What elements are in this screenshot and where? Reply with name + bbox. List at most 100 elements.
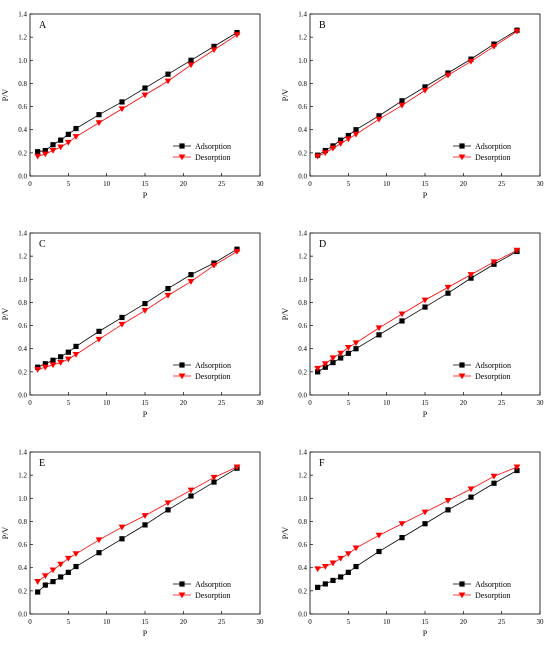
y-tick-label: 0.4 bbox=[298, 345, 307, 353]
desorption-point bbox=[398, 521, 406, 527]
x-tick-label: 15 bbox=[422, 399, 430, 407]
desorption-point bbox=[41, 151, 49, 158]
desorption-point bbox=[421, 509, 429, 516]
adsorption-point bbox=[445, 290, 451, 296]
x-tick-label: 30 bbox=[257, 618, 265, 626]
y-tick-label: 1.2 bbox=[298, 34, 307, 42]
adsorption-point bbox=[50, 142, 56, 148]
adsorption-point bbox=[58, 137, 64, 143]
desorption-point bbox=[321, 150, 329, 157]
desorption-point bbox=[314, 153, 322, 160]
y-axis-label: P/V bbox=[1, 527, 10, 540]
desorption-point bbox=[187, 62, 195, 69]
adsorption-point bbox=[65, 131, 71, 137]
y-tick-label: 1.0 bbox=[18, 276, 27, 284]
x-tick-label: 20 bbox=[460, 399, 468, 407]
x-tick-label: 20 bbox=[180, 399, 188, 407]
adsorption-point bbox=[142, 300, 148, 307]
legend: Adsorption Desorption bbox=[173, 580, 231, 600]
y-tick-label: 1.0 bbox=[298, 57, 307, 65]
adsorption-point bbox=[211, 43, 217, 49]
x-tick-label: 10 bbox=[103, 618, 111, 626]
y-tick-label: 0.8 bbox=[18, 518, 27, 526]
desorption-point bbox=[164, 500, 172, 507]
desorption-point bbox=[34, 579, 42, 585]
x-tick-label: 0 bbox=[308, 618, 312, 626]
panel-label: B bbox=[319, 20, 326, 31]
adsorption-point bbox=[42, 147, 48, 154]
y-tick-label: 0.2 bbox=[18, 587, 27, 595]
x-tick-label: 5 bbox=[67, 399, 71, 407]
y-tick-label: 0.0 bbox=[298, 392, 307, 400]
desorption-point bbox=[34, 366, 42, 373]
adsorption-point bbox=[345, 132, 351, 139]
adsorption-point bbox=[165, 285, 171, 292]
desorption-point bbox=[118, 321, 126, 328]
chart-panel-b: 0 5 10 15 20 25 30 0.0 0.2 0.4 0.6 0.8 1.0 1.2 1.4 P P/V… bbox=[281, 11, 544, 201]
x-tick-label: 20 bbox=[460, 618, 468, 626]
desorption-point bbox=[352, 131, 360, 138]
legend-marker bbox=[458, 592, 466, 599]
y-tick-label: 0.0 bbox=[298, 173, 307, 181]
legend-label: Adsorption bbox=[195, 142, 231, 151]
x-tick-label: 30 bbox=[537, 618, 545, 626]
desorption-point bbox=[72, 551, 80, 558]
plot-frame bbox=[309, 232, 541, 396]
legend-label: Adsorption bbox=[475, 361, 511, 370]
y-tick-label: 0.4 bbox=[298, 564, 307, 572]
chart-panel-a: 0 5 10 15 20 25 30 0.0 0.2 0.4 0.6 0.8 1.0 1.2 1.4 P P/V… bbox=[1, 11, 264, 201]
desorption-point bbox=[72, 351, 80, 358]
desorption-point bbox=[314, 566, 322, 573]
x-tick-label: 10 bbox=[383, 399, 391, 407]
desorption-point bbox=[375, 325, 383, 332]
adsorption-point bbox=[399, 318, 405, 324]
desorption-point bbox=[72, 134, 80, 140]
legend-marker bbox=[178, 373, 186, 380]
desorption-point bbox=[141, 307, 149, 314]
desorption-point bbox=[490, 259, 498, 266]
legend-label: Desorption bbox=[475, 153, 511, 162]
y-axis-label: P/V bbox=[281, 527, 290, 540]
x-axis-label: P bbox=[423, 629, 428, 638]
legend-marker bbox=[459, 143, 465, 149]
adsorption-point bbox=[50, 357, 56, 363]
adsorption-point bbox=[119, 314, 125, 321]
desorption-point bbox=[398, 311, 406, 318]
y-tick-label: 0.6 bbox=[18, 322, 27, 330]
legend-marker bbox=[459, 581, 465, 587]
desorption-point bbox=[41, 573, 49, 580]
panel-label: F bbox=[319, 458, 325, 469]
x-tick-label: 25 bbox=[218, 618, 226, 626]
legend: Adsorption Desorption bbox=[173, 142, 231, 162]
legend-label: Adsorption bbox=[195, 580, 231, 589]
x-tick-label: 30 bbox=[257, 180, 265, 188]
adsorption-point bbox=[35, 149, 41, 155]
x-tick-label: 25 bbox=[218, 180, 226, 188]
adsorption-point bbox=[345, 569, 351, 575]
desorption-point bbox=[513, 28, 521, 35]
desorption-point bbox=[490, 473, 498, 480]
x-tick-label: 10 bbox=[103, 399, 111, 407]
desorption-point bbox=[95, 537, 103, 544]
legend-marker bbox=[459, 362, 465, 368]
plot-frame bbox=[309, 13, 541, 177]
adsorption-point bbox=[422, 521, 428, 527]
plot-frame bbox=[29, 451, 261, 615]
legend: Adsorption Desorption bbox=[453, 361, 511, 381]
desorption-point bbox=[57, 144, 65, 151]
adsorption-point bbox=[330, 360, 336, 366]
desorption-point bbox=[187, 487, 195, 494]
adsorption-point bbox=[445, 507, 451, 513]
chart-panel-c: 0 5 10 15 20 25 30 0.0 0.2 0.4 0.6 0.8 1.0 1.2 1.4 P P/V… bbox=[1, 230, 264, 420]
desorption-point bbox=[314, 365, 322, 372]
adsorption-point bbox=[188, 57, 194, 63]
y-tick-label: 0.2 bbox=[298, 587, 307, 595]
desorption-point bbox=[41, 364, 49, 371]
adsorption-point bbox=[73, 563, 79, 570]
legend-label: Adsorption bbox=[475, 580, 511, 589]
x-tick-label: 15 bbox=[142, 618, 150, 626]
desorption-point bbox=[337, 555, 345, 562]
adsorption-point bbox=[468, 494, 474, 500]
desorption-point bbox=[164, 78, 172, 85]
